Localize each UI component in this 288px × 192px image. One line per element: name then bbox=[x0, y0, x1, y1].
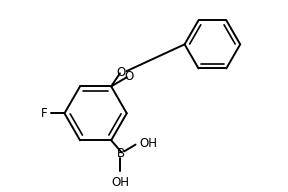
Text: B: B bbox=[116, 147, 124, 160]
Text: O: O bbox=[124, 70, 133, 83]
Text: OH: OH bbox=[111, 176, 129, 189]
Text: O: O bbox=[116, 66, 126, 79]
Text: F: F bbox=[41, 107, 48, 120]
Text: OH: OH bbox=[139, 137, 157, 150]
